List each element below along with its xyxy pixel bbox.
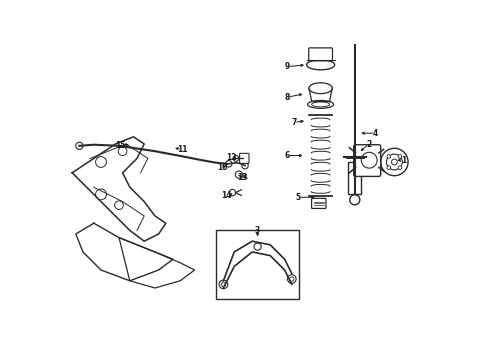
Polygon shape	[76, 223, 173, 281]
Circle shape	[96, 189, 106, 200]
Circle shape	[381, 148, 408, 176]
Ellipse shape	[312, 102, 330, 107]
Circle shape	[221, 282, 225, 287]
Circle shape	[398, 154, 402, 158]
Circle shape	[219, 280, 228, 289]
Circle shape	[387, 154, 402, 170]
Text: 1: 1	[401, 156, 406, 165]
Text: 3: 3	[255, 226, 260, 235]
Polygon shape	[119, 238, 195, 288]
Circle shape	[350, 195, 360, 205]
Bar	[216, 230, 299, 299]
Circle shape	[233, 156, 239, 161]
FancyBboxPatch shape	[240, 153, 249, 163]
Circle shape	[225, 161, 232, 167]
Circle shape	[387, 154, 391, 158]
Circle shape	[235, 171, 243, 178]
Polygon shape	[72, 137, 166, 241]
Circle shape	[288, 275, 296, 283]
Circle shape	[96, 157, 106, 167]
Circle shape	[118, 147, 127, 156]
Text: 2: 2	[366, 140, 371, 149]
Circle shape	[398, 166, 402, 170]
Text: 9: 9	[285, 62, 290, 71]
Text: 8: 8	[284, 93, 290, 102]
Text: 6: 6	[285, 151, 290, 160]
Circle shape	[242, 162, 248, 169]
FancyBboxPatch shape	[309, 48, 333, 61]
Text: 4: 4	[373, 129, 378, 138]
Circle shape	[76, 142, 83, 149]
Text: 5: 5	[295, 193, 300, 202]
Circle shape	[229, 189, 236, 196]
Ellipse shape	[308, 100, 334, 108]
Text: 11: 11	[177, 145, 187, 154]
FancyBboxPatch shape	[354, 145, 381, 176]
Text: 7: 7	[291, 118, 296, 127]
Text: 14: 14	[221, 191, 232, 199]
Circle shape	[254, 243, 261, 250]
Text: 15: 15	[115, 141, 125, 150]
Text: 13: 13	[237, 173, 247, 182]
Text: 12: 12	[226, 153, 237, 162]
Bar	[348, 162, 361, 194]
Circle shape	[290, 277, 294, 281]
Ellipse shape	[309, 83, 332, 94]
Circle shape	[387, 166, 391, 170]
Ellipse shape	[307, 60, 335, 70]
Circle shape	[392, 159, 397, 165]
Circle shape	[115, 201, 123, 210]
Circle shape	[361, 152, 377, 168]
Text: 10: 10	[217, 163, 227, 172]
FancyBboxPatch shape	[312, 198, 326, 208]
